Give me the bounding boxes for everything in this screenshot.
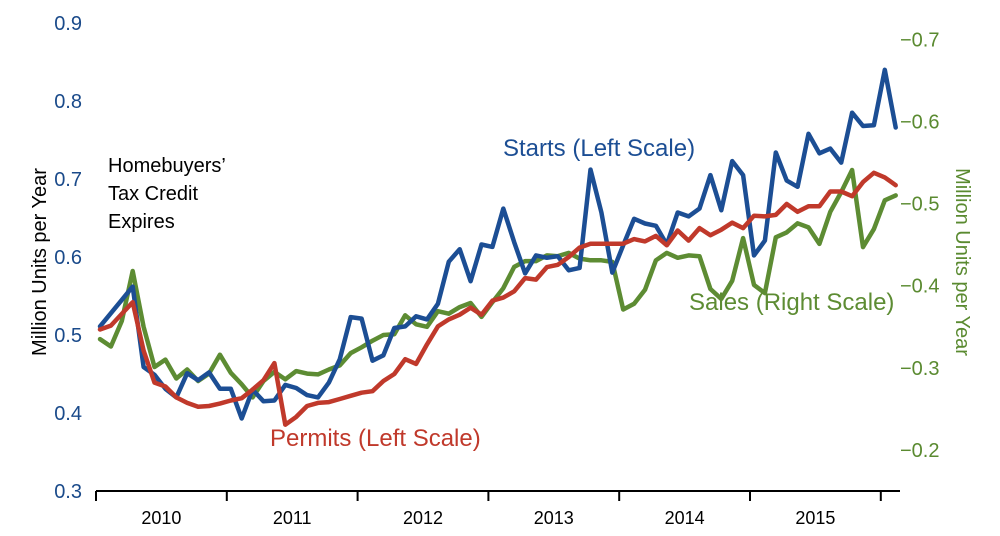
tax-credit-annotation: Homebuyers’ Tax Credit Expires bbox=[108, 155, 231, 233]
tax-credit-annotation-line-3: Expires bbox=[108, 211, 175, 233]
permits-left-scale-line bbox=[97, 170, 898, 427]
permits-series-label: Permits (Left Scale) bbox=[270, 425, 481, 452]
right-tick-label: −0.6 bbox=[900, 112, 939, 134]
right-tick-label: −0.4 bbox=[900, 276, 939, 298]
tax-credit-annotation-line-1: Homebuyers’ bbox=[108, 155, 225, 177]
right-tick-label: −0.3 bbox=[900, 358, 939, 380]
starts-series-label: Starts (Left Scale) bbox=[503, 135, 695, 162]
x-tick-label: 2011 bbox=[273, 508, 312, 528]
x-axis-labels: 2010 2011 2012 2013 2014 2015 bbox=[141, 508, 835, 528]
left-tick-label: 0.3 bbox=[54, 481, 82, 503]
right-tick-label: −0.5 bbox=[900, 194, 939, 216]
left-tick-label: 0.5 bbox=[54, 325, 82, 347]
sales-right-scale-line bbox=[97, 167, 898, 400]
sales-series-label: Sales (Right Scale) bbox=[689, 289, 894, 316]
x-tick-label: 2012 bbox=[403, 508, 443, 528]
left-tick-label: 0.9 bbox=[54, 13, 82, 35]
left-tick-label: 0.4 bbox=[54, 403, 82, 425]
x-tick-label: 2010 bbox=[141, 508, 181, 528]
right-axis-title: Million Units per Year bbox=[951, 168, 973, 356]
x-axis: 2010 2011 2012 2013 2014 2015 bbox=[95, 490, 900, 528]
x-tick-label: 2013 bbox=[534, 508, 574, 528]
x-axis-ticks bbox=[95, 491, 882, 501]
left-axis-title: Million Units per Year bbox=[29, 168, 51, 356]
left-tick-label: 0.6 bbox=[54, 247, 82, 269]
x-tick-label: 2014 bbox=[665, 508, 705, 528]
right-tick-label: −0.7 bbox=[900, 29, 939, 51]
starts-left-scale-line bbox=[97, 67, 898, 421]
x-tick-label: 2015 bbox=[795, 508, 835, 528]
left-tick-label: 0.8 bbox=[54, 91, 82, 113]
series-lines bbox=[97, 67, 898, 427]
right-axis-ticks: −0.2 −0.3 −0.4 −0.5 −0.6 −0.7 bbox=[900, 29, 939, 462]
right-tick-label: −0.2 bbox=[900, 440, 939, 462]
left-tick-label: 0.7 bbox=[54, 169, 82, 191]
left-axis-ticks: 0.3 0.4 0.5 0.6 0.7 0.8 0.9 bbox=[54, 13, 82, 503]
tax-credit-annotation-line-2: Tax Credit bbox=[108, 183, 198, 205]
